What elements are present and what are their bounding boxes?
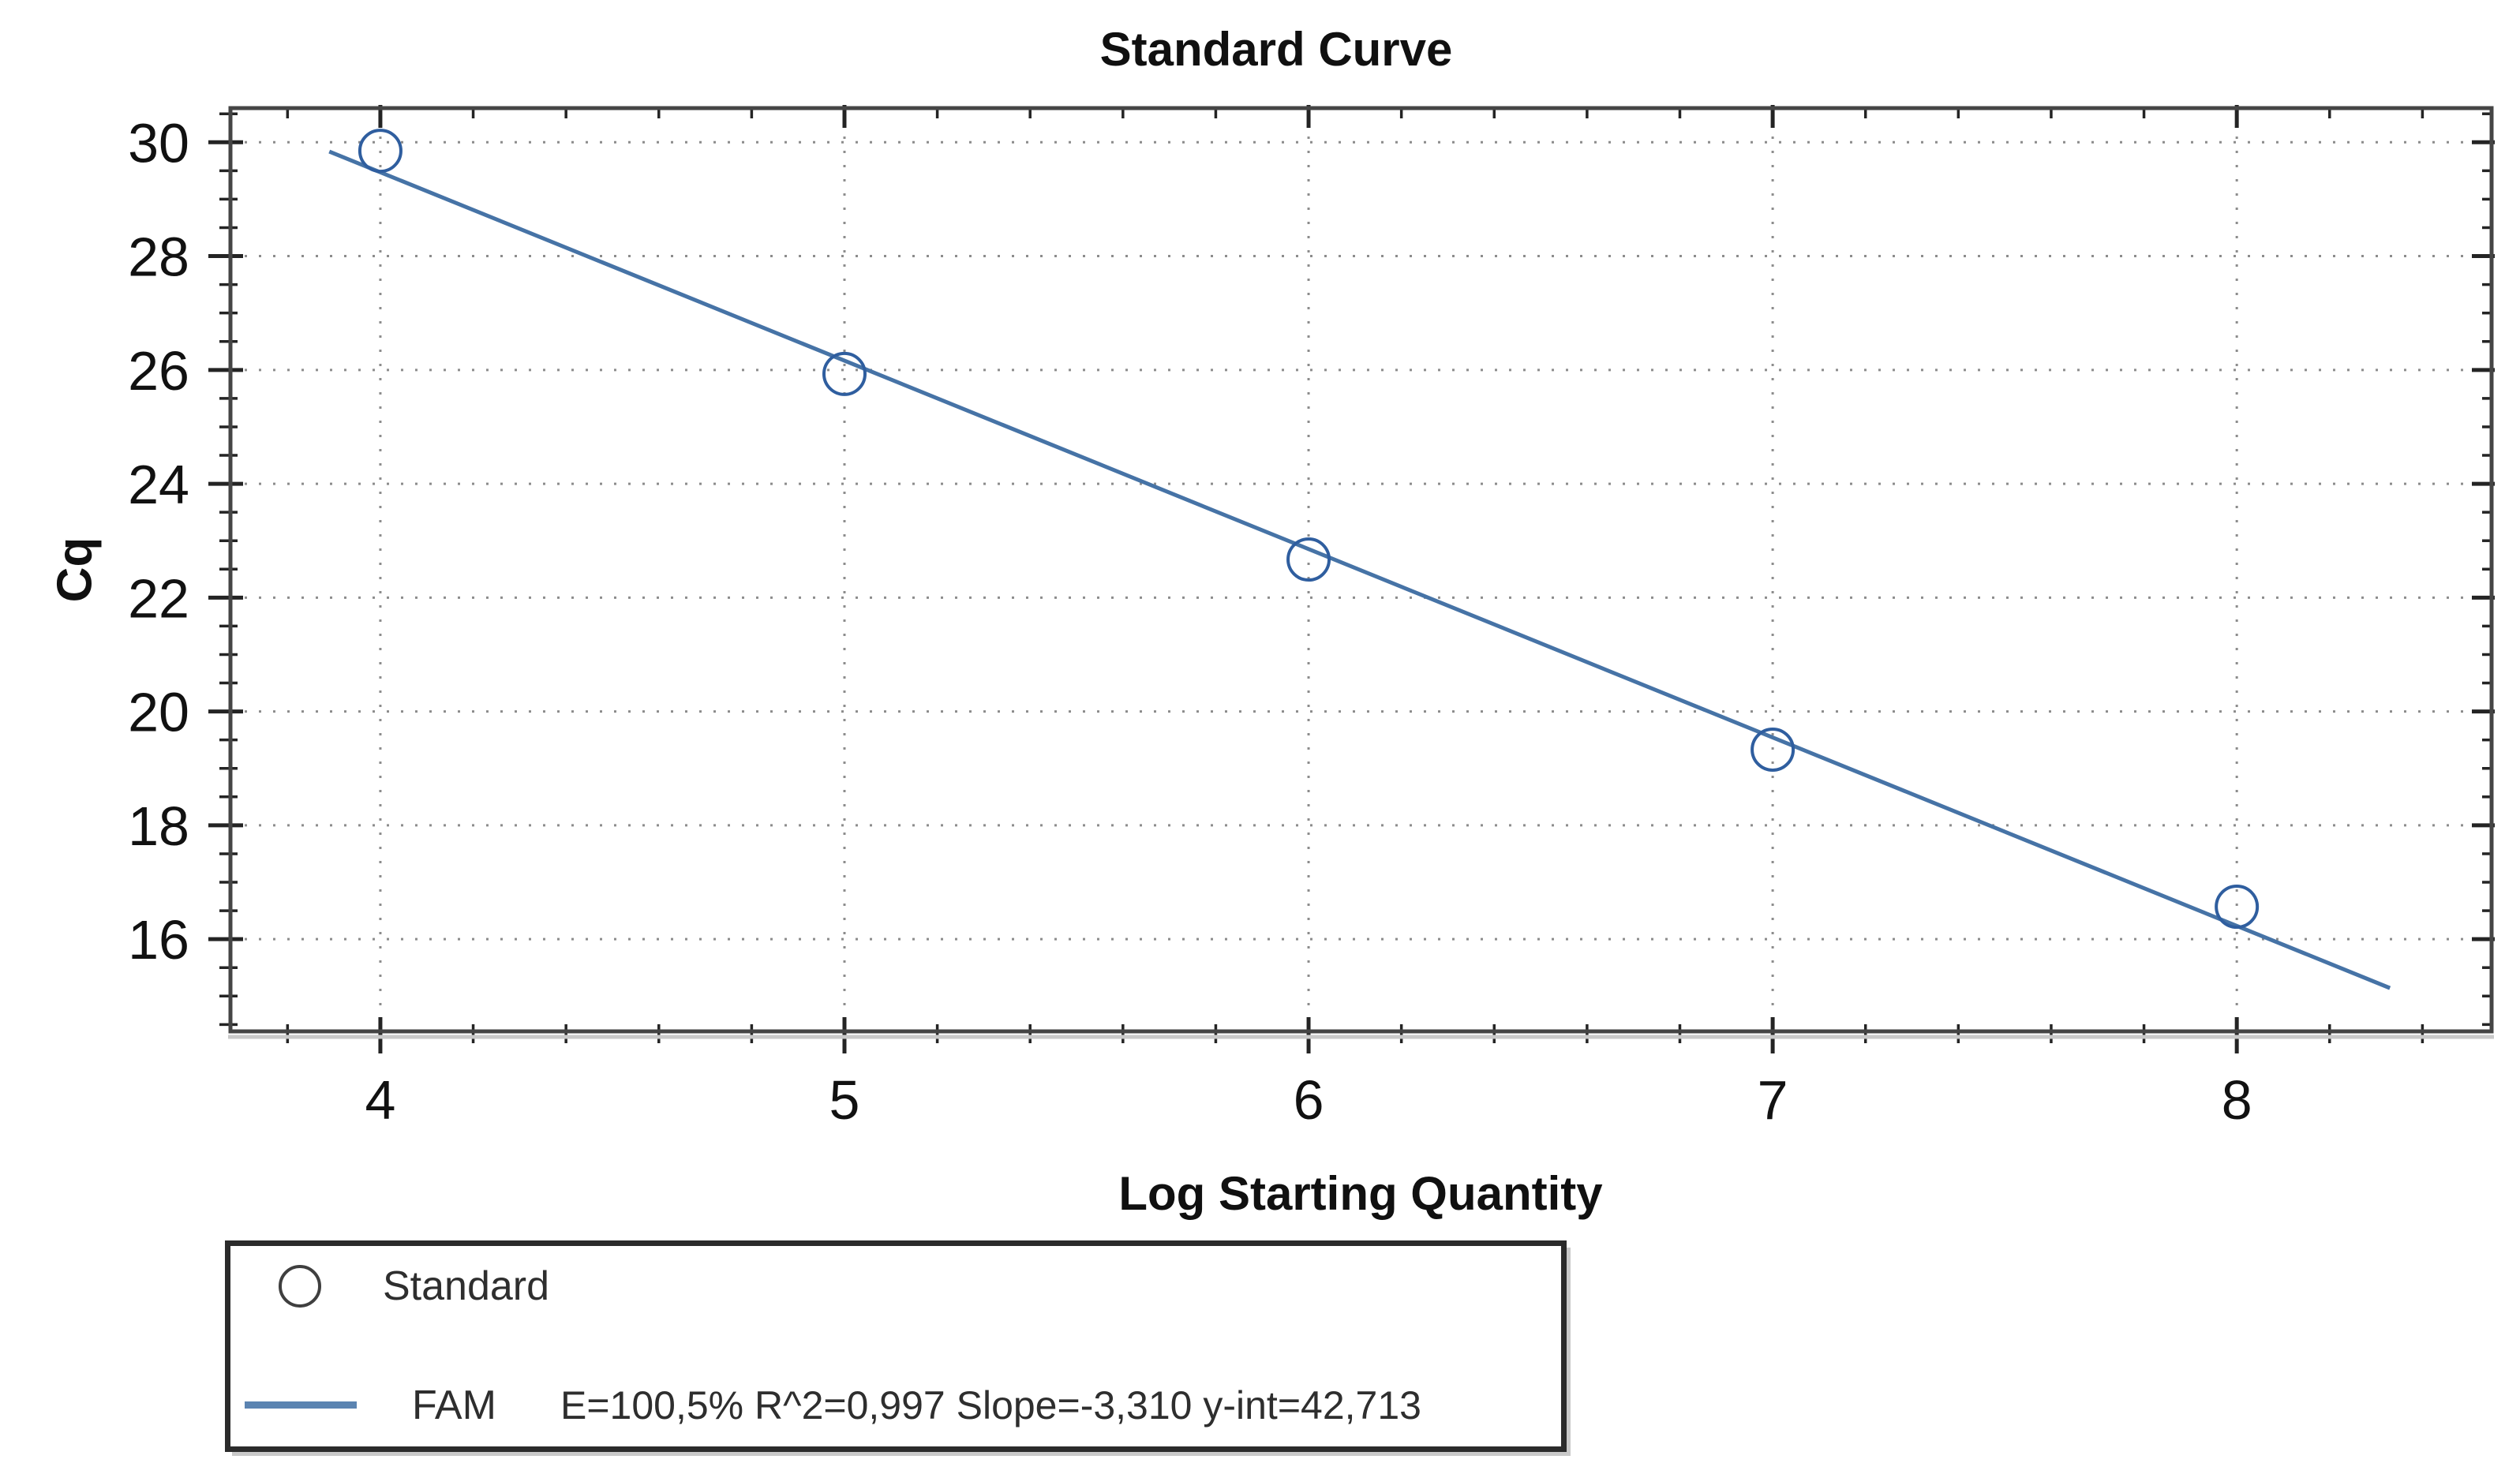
svg-text:7: 7	[1758, 1069, 1788, 1131]
chart-title: Standard Curve	[1099, 23, 1453, 76]
data-point[interactable]	[2215, 885, 2260, 930]
gridlines	[230, 108, 2492, 1031]
data-points	[358, 129, 2260, 930]
regression-line	[328, 149, 2391, 990]
svg-text:18: 18	[128, 795, 189, 857]
svg-text:26: 26	[128, 340, 189, 402]
axis-ticks	[208, 105, 2495, 1053]
legend: Standard FAM E=100,5% R^2=0,997 Slope=-3…	[225, 1240, 1567, 1452]
svg-text:8: 8	[2222, 1069, 2252, 1131]
data-point[interactable]	[1751, 727, 1795, 772]
svg-text:6: 6	[1294, 1069, 1324, 1131]
legend-label-standard: Standard	[383, 1263, 550, 1309]
data-point[interactable]	[822, 351, 867, 396]
legend-label-fam: FAM	[412, 1383, 496, 1428]
line-icon	[245, 1401, 357, 1409]
x-axis-label: Log Starting Quantity	[1118, 1167, 1603, 1220]
open-circle-icon	[279, 1265, 321, 1308]
tick-labels: 16 18 20 22 24 26 28 30 4 5 6 7 8	[128, 112, 2252, 1131]
svg-text:30: 30	[128, 112, 189, 174]
y-axis-label: Cq	[47, 537, 103, 603]
plot-frame	[228, 106, 2494, 1039]
trendline	[328, 149, 2391, 990]
svg-text:22: 22	[128, 567, 189, 629]
data-point[interactable]	[1286, 537, 1331, 582]
svg-text:4: 4	[365, 1069, 395, 1131]
svg-text:20: 20	[128, 682, 189, 743]
legend-stats: E=100,5% R^2=0,997 Slope=-3,310 y-int=42…	[560, 1383, 1421, 1427]
svg-text:28: 28	[128, 226, 189, 288]
svg-text:5: 5	[829, 1069, 860, 1131]
data-point[interactable]	[358, 129, 403, 174]
svg-text:16: 16	[128, 909, 189, 971]
svg-text:24: 24	[128, 454, 189, 515]
